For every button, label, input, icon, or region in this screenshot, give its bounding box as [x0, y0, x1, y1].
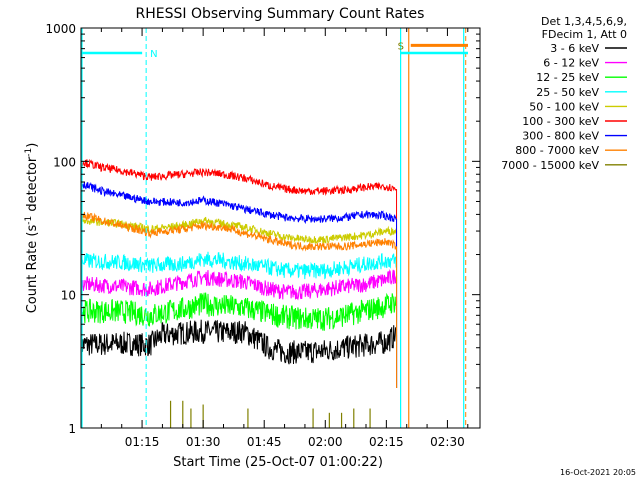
y-axis-label-end: ) [25, 143, 40, 148]
x-tick-label: 01:30 [186, 435, 221, 449]
x-axis-label: Start Time (25-Oct-07 01:00:22) [173, 455, 383, 470]
series-3-6-kev-line [80, 319, 397, 365]
legend-entry-label: 25 - 50 keV [536, 86, 599, 99]
legend-entry-label: 100 - 300 keV [522, 115, 599, 128]
series-100-300-kev-line [80, 158, 397, 196]
series-12-25-kev-line [80, 292, 397, 331]
y-tick-label: 100 [53, 155, 76, 169]
y-tick-label: 1000 [45, 22, 76, 36]
series-300-800-kev-line [80, 181, 397, 225]
y-axis-label-mid: detector [25, 156, 40, 216]
legend-entry-label: 3 - 6 keV [550, 42, 599, 55]
y-tick-label: 10 [61, 289, 76, 303]
legend-entry-label: 6 - 12 keV [543, 57, 599, 70]
plot-area: NS [80, 28, 468, 428]
y-axis-label-sup-1: -1 [24, 216, 34, 225]
flag-s-label: S [398, 41, 404, 52]
series-50-100-kev-line [80, 216, 397, 244]
chart-title: RHESSI Observing Summary Count Rates [136, 6, 425, 22]
x-tick-label: 02:15 [369, 435, 404, 449]
legend-entry-label: 7000 - 15000 keV [501, 159, 599, 172]
y-axis-label: Count Rate (s-1 detector-1) [24, 143, 40, 314]
x-tick-label: 01:15 [125, 435, 160, 449]
legend-entry-label: 300 - 800 keV [522, 130, 599, 143]
series-6-12-kev-line [80, 269, 397, 301]
legend-entry-label: 50 - 100 keV [529, 100, 599, 113]
series-800-7000-kev-line [80, 210, 397, 252]
legend-entry-label: 12 - 25 keV [536, 71, 599, 84]
legend-entry-label: 800 - 7000 keV [515, 144, 599, 157]
legend: Det 1,3,4,5,6,9,FDecim 1, Att 03 - 6 keV… [501, 15, 627, 172]
x-tick-label: 02:30 [430, 435, 465, 449]
flag-n-label: N [150, 49, 157, 60]
footer-timestamp: 16-Oct-2021 20:05 [560, 468, 636, 477]
legend-header: Det 1,3,4,5,6,9, [541, 15, 627, 28]
y-axis-label-sup-2: -1 [24, 148, 34, 157]
y-axis-label-main: Count Rate (s [25, 225, 40, 314]
x-tick-label: 02:00 [308, 435, 343, 449]
plot-frame [80, 27, 481, 429]
y-tick-label: 1 [68, 422, 76, 436]
legend-header: FDecim 1, Att 0 [542, 28, 627, 41]
series-25-50-kev-line [80, 251, 397, 280]
x-tick-label: 01:45 [247, 435, 282, 449]
axes: 01:15 01:30 01:45 02:00 02:15 02:30 1 10 100 1000 [45, 22, 481, 449]
